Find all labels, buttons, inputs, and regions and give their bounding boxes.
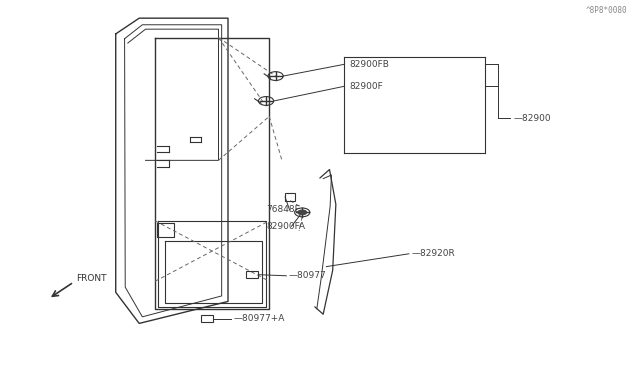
Text: FRONT: FRONT [76,274,106,283]
Text: —82920R: —82920R [412,249,456,258]
Bar [201,315,213,321]
Text: —80977: —80977 [288,271,326,280]
Circle shape [297,209,307,215]
Text: 76848E: 76848E [266,205,300,214]
Text: ^8P8*0080: ^8P8*0080 [586,6,628,15]
Text: —80977+A: —80977+A [233,314,284,323]
Text: 82900FA: 82900FA [266,222,305,231]
Text: 82900FB: 82900FB [349,60,389,69]
Bar [246,271,259,278]
Text: 82900F: 82900F [349,82,383,91]
Bar [285,193,295,201]
Text: —82900: —82900 [513,114,551,123]
